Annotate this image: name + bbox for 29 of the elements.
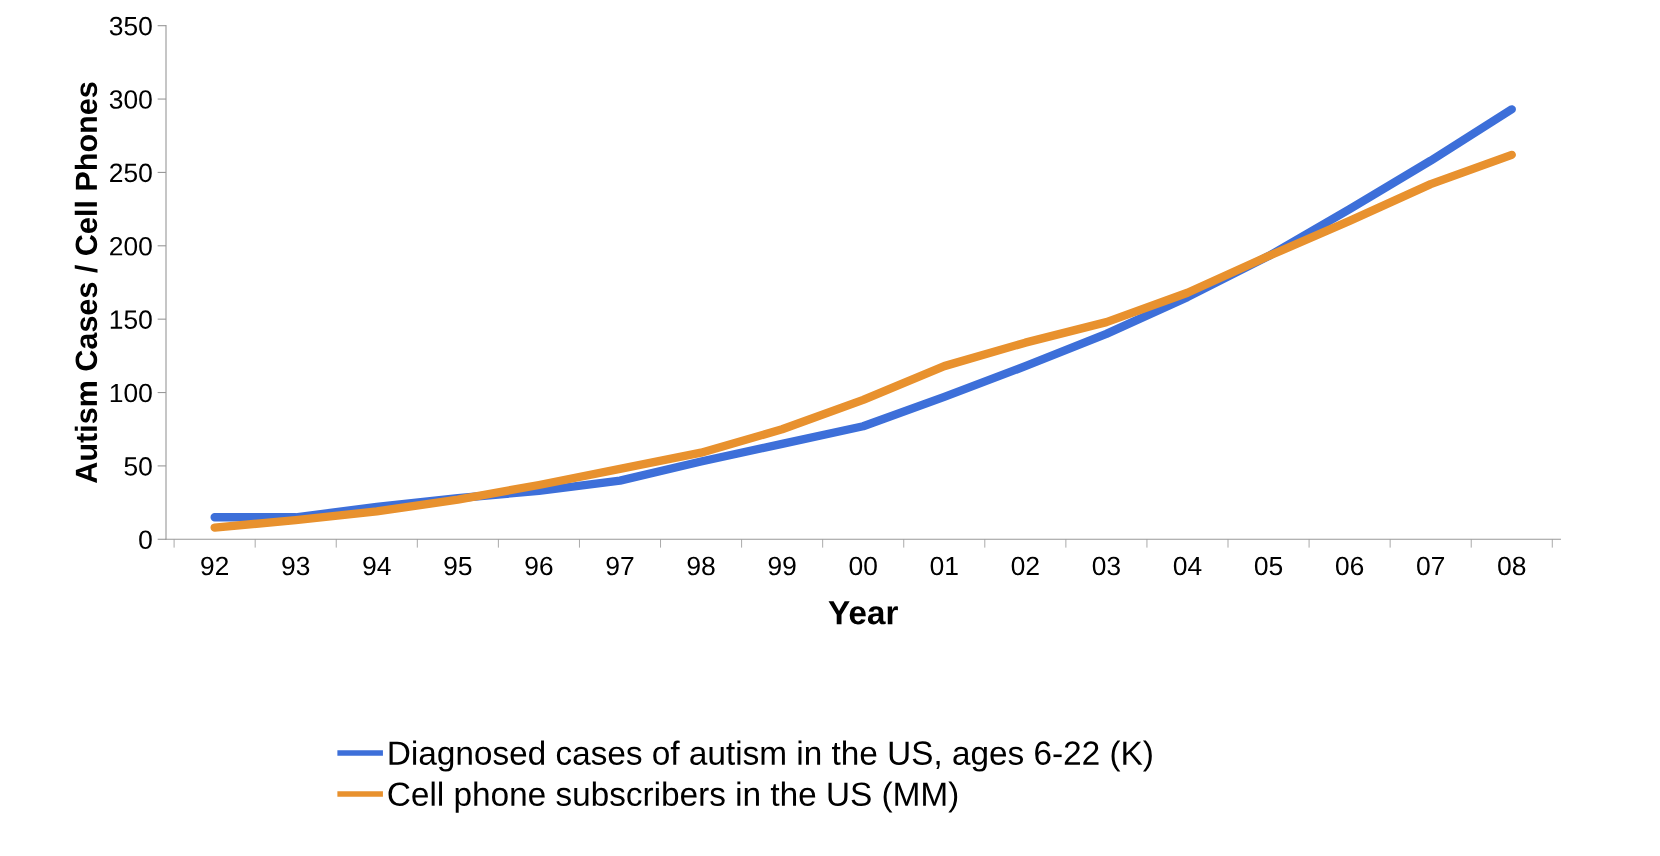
y-tick-label: 200 [110,236,152,256]
x-tick-label: 02 [1011,556,1039,576]
x-tick-label: 04 [1173,556,1202,576]
y-tick-label: 150 [110,310,152,329]
x-tick-label: 93 [282,556,310,576]
y-tick-label: 50 [124,457,152,476]
y-tick-label: 250 [110,163,152,183]
x-tick-label: 07 [1417,556,1445,576]
x-tick-label: 97 [606,556,634,576]
x-axis-title: Year [828,601,898,625]
y-tick-label: 100 [110,383,152,403]
y-tick-label: 0 [139,530,152,550]
legend-label: Diagnosed cases of autism in the US, ages 6-22 (K) [389,740,1152,772]
x-tick-label: 94 [363,556,391,576]
legend-label: Cell phone subscribers in the US (MM) [388,781,958,813]
x-tick-label: 96 [525,556,553,576]
y-axis-title: Autism Cases / Cell Phones [74,82,98,483]
x-tick-label: 05 [1254,556,1283,576]
x-tick-label: 03 [1092,556,1120,576]
x-tick-label: 98 [687,556,715,576]
x-tick-label: 92 [201,556,228,576]
x-tick-label: 01 [930,556,958,576]
y-tick-label: 300 [109,90,152,109]
x-tick-label: 95 [444,556,472,576]
x-tick-label: 00 [849,556,877,576]
x-tick-label: 06 [1335,556,1364,576]
x-tick-label: 08 [1498,556,1526,576]
x-tick-label: 99 [768,556,796,576]
y-tick-label: 350 [109,16,152,36]
